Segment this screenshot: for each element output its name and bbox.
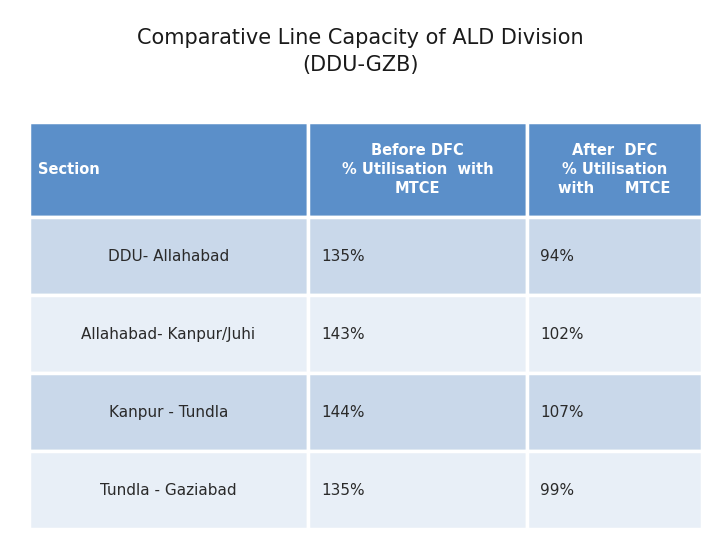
- Text: Comparative Line Capacity of ALD Division
(DDU-GZB): Comparative Line Capacity of ALD Divisio…: [137, 28, 583, 75]
- Text: 107%: 107%: [540, 405, 583, 420]
- Text: 99%: 99%: [540, 483, 574, 498]
- Text: 143%: 143%: [321, 327, 365, 342]
- Text: Section: Section: [38, 162, 100, 177]
- Text: Tundla - Gaziabad: Tundla - Gaziabad: [100, 483, 237, 498]
- Bar: [308, 295, 527, 373]
- Text: Allahabad- Kanpur/Juhi: Allahabad- Kanpur/Juhi: [81, 327, 256, 342]
- Text: 94%: 94%: [540, 249, 574, 264]
- Bar: [308, 122, 527, 217]
- Text: 144%: 144%: [321, 405, 364, 420]
- Bar: [29, 122, 308, 217]
- Bar: [527, 373, 702, 451]
- Bar: [29, 373, 308, 451]
- Bar: [527, 295, 702, 373]
- Text: After  DFC
% Utilisation
with      MTCE: After DFC % Utilisation with MTCE: [558, 143, 670, 196]
- Bar: [308, 451, 527, 529]
- Bar: [527, 217, 702, 295]
- Text: 135%: 135%: [321, 483, 365, 498]
- Bar: [29, 451, 308, 529]
- Bar: [527, 451, 702, 529]
- Text: DDU- Allahabad: DDU- Allahabad: [108, 249, 229, 264]
- Bar: [29, 217, 308, 295]
- Bar: [527, 122, 702, 217]
- Bar: [308, 373, 527, 451]
- Text: Kanpur - Tundla: Kanpur - Tundla: [109, 405, 228, 420]
- Text: 102%: 102%: [540, 327, 583, 342]
- Text: Before DFC
% Utilisation  with
MTCE: Before DFC % Utilisation with MTCE: [342, 143, 493, 196]
- Bar: [308, 217, 527, 295]
- Text: 135%: 135%: [321, 249, 365, 264]
- Bar: [29, 295, 308, 373]
